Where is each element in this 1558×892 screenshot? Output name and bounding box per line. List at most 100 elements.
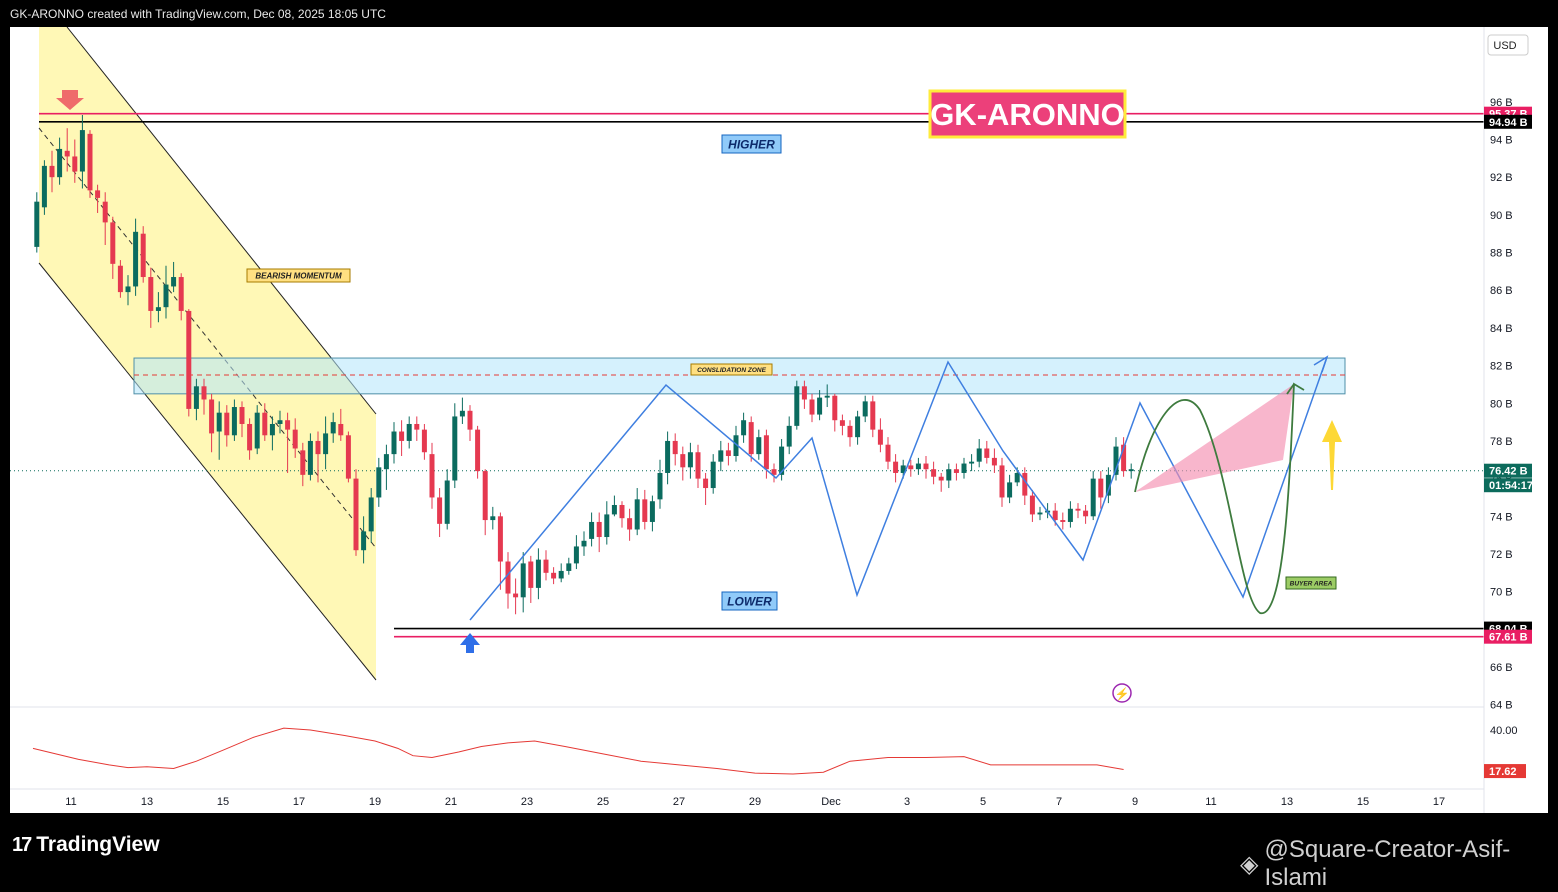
candle-body — [893, 461, 899, 473]
candle-body — [680, 454, 686, 468]
candle-body — [57, 148, 63, 178]
candle — [938, 472, 944, 492]
candle-body — [566, 563, 572, 571]
candle — [307, 433, 313, 481]
candle-body — [756, 437, 762, 455]
candle-body — [969, 461, 975, 464]
candle — [383, 444, 389, 490]
candle-body — [946, 469, 952, 481]
candle — [117, 260, 123, 298]
price-tick: 78 B — [1490, 436, 1513, 448]
time-tick: 29 — [749, 796, 761, 808]
candle-body — [110, 222, 116, 264]
candle-body — [908, 465, 914, 470]
candle — [140, 226, 146, 283]
price-tick: 92 B — [1490, 172, 1513, 184]
candle-body — [171, 277, 177, 287]
candle-body — [627, 518, 633, 530]
pink-triangle — [1135, 384, 1294, 492]
chart-area[interactable]: GK-ARONNO HIGHER LOWER BEARISH MOMENTUM CONS… — [10, 27, 1548, 813]
candle — [870, 395, 876, 438]
candle — [566, 557, 572, 575]
candle — [64, 128, 70, 172]
candle — [34, 192, 40, 253]
price-label-badge: 01:54:17 — [1484, 478, 1533, 493]
candle — [1105, 467, 1111, 504]
time-tick: 15 — [217, 796, 229, 808]
candle-body — [794, 386, 800, 426]
candle-body — [277, 420, 283, 424]
candle-body — [817, 397, 823, 415]
candle — [953, 463, 959, 481]
axes: USD 96 B 94 B 92 B 90 B 88 B 86 B 84 B 82 B 80 B 7… — [10, 27, 1533, 813]
curved-projection — [1134, 382, 1305, 614]
candle — [490, 506, 496, 530]
candle-body — [254, 412, 260, 449]
candle-body — [64, 150, 70, 157]
candle-body — [186, 310, 192, 409]
candle — [839, 414, 845, 436]
candle — [1037, 506, 1043, 521]
price-tick: 88 B — [1490, 248, 1513, 260]
bearish-label-text: BEARISH MOMENTUM — [255, 271, 342, 280]
candle — [505, 552, 511, 609]
candle — [459, 397, 465, 424]
price-badge-text: 94.94 B — [1489, 117, 1528, 129]
candle-body — [900, 465, 906, 473]
buyer-label-text: BUYER AREA — [1290, 580, 1333, 587]
lower-label: LOWER — [721, 591, 778, 611]
candle-body — [923, 463, 929, 470]
candle-body — [733, 435, 739, 457]
consolidation-label-bg — [690, 363, 773, 376]
candle-body — [657, 472, 663, 500]
candle-body — [1014, 472, 1020, 483]
candle — [102, 192, 108, 246]
candle — [57, 137, 63, 185]
candle — [893, 454, 899, 483]
candle — [756, 429, 762, 460]
candle — [224, 405, 230, 447]
time-tick: 9 — [1132, 796, 1138, 808]
candle — [991, 448, 997, 473]
drawings-background — [10, 27, 1484, 681]
candle — [946, 463, 952, 489]
time-tick: 17 — [1433, 796, 1445, 808]
candle-body — [877, 429, 883, 445]
price-tick: 96 B — [1490, 97, 1513, 109]
candle-body — [1029, 495, 1035, 515]
lower-label-text: LOWER — [727, 594, 772, 608]
candle — [596, 512, 602, 553]
price-label-badge: 76.42 B — [1484, 463, 1532, 478]
candle — [855, 410, 861, 445]
candle-body — [338, 423, 344, 436]
candle-body — [368, 497, 374, 532]
candle — [323, 416, 329, 470]
price-tick: 82 B — [1490, 361, 1513, 373]
candle-body — [839, 420, 845, 426]
candle-body — [665, 440, 671, 473]
candle-body — [353, 478, 359, 551]
candle — [110, 216, 116, 279]
time-tick: 3 — [904, 796, 910, 808]
candle-body — [178, 277, 184, 311]
candle-body — [824, 395, 830, 398]
time-tick: 15 — [1357, 796, 1369, 808]
candle-body — [870, 401, 876, 430]
candle — [649, 495, 655, 532]
tradingview-logo[interactable]: 17 TradingView — [12, 833, 160, 857]
candle-body — [148, 277, 154, 311]
lower-label-bg — [721, 591, 778, 611]
candle — [421, 423, 427, 460]
price-tick: 72 B — [1490, 549, 1513, 561]
candle — [452, 403, 458, 489]
candle — [984, 440, 990, 464]
bearish-label-bg — [246, 268, 351, 283]
bearish-label: BEARISH MOMENTUM — [246, 268, 351, 283]
candle — [748, 416, 754, 462]
candle — [976, 439, 982, 468]
candle — [330, 412, 336, 443]
yellow-up-arrow — [1322, 420, 1342, 490]
candle-body — [315, 440, 321, 455]
candle — [687, 442, 693, 479]
candle-body — [193, 386, 199, 409]
